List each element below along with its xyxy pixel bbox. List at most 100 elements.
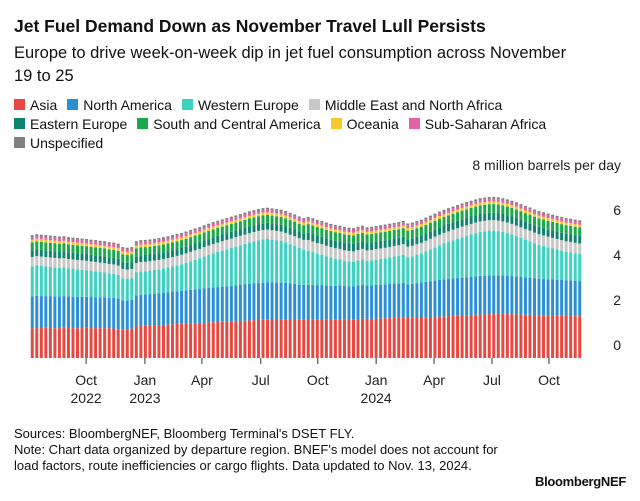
bar-segment — [261, 239, 265, 283]
bar-segment — [370, 226, 374, 229]
bar-segment — [510, 234, 514, 277]
bar-segment — [30, 235, 34, 237]
bar-segment — [134, 326, 138, 358]
bar-segment — [184, 231, 188, 234]
bar-segment — [347, 232, 351, 235]
bar-segment — [560, 279, 564, 316]
bar-segment — [465, 277, 469, 316]
bar-segment — [98, 255, 102, 263]
bar-segment — [247, 233, 251, 243]
bar-segment — [564, 315, 568, 358]
bar-segment — [564, 233, 568, 242]
bar-segment — [370, 250, 374, 261]
bar-segment — [189, 251, 193, 262]
bar-segment — [320, 244, 324, 255]
bar-segment — [542, 278, 546, 316]
bar-segment — [361, 227, 365, 231]
bar-segment — [478, 214, 482, 222]
bar-segment — [478, 205, 482, 214]
bar-segment — [437, 279, 441, 317]
bar-segment — [243, 320, 247, 358]
bar-segment — [578, 227, 582, 237]
bar-segment — [157, 269, 161, 294]
bar-segment — [361, 241, 365, 249]
bar-segment — [324, 319, 328, 358]
bar-segment — [410, 245, 414, 257]
bar-segment — [62, 238, 66, 241]
bar-segment — [487, 198, 491, 202]
bar-segment — [370, 228, 374, 232]
bar-segment — [202, 288, 206, 323]
bar-segment — [442, 316, 446, 358]
bar-segment — [211, 237, 215, 244]
bar-segment — [555, 223, 559, 232]
bar-segment — [315, 235, 319, 244]
bar-segment — [85, 240, 89, 244]
bar-segment — [460, 203, 464, 206]
bar-segment — [329, 285, 333, 320]
bar-segment — [392, 224, 396, 228]
bar-segment — [487, 314, 491, 358]
bar-segment — [175, 235, 179, 239]
bar-segment — [410, 227, 414, 230]
bar-segment — [374, 249, 378, 260]
bar-segment — [293, 214, 297, 217]
bar-segment — [171, 266, 175, 292]
bar-segment — [180, 290, 184, 324]
bar-segment — [189, 237, 193, 246]
bar-segment — [532, 225, 536, 233]
bar-segment — [523, 213, 527, 222]
bar-segment — [560, 221, 564, 225]
bar-segment — [469, 276, 473, 316]
bar-segment — [333, 285, 337, 320]
bar-segment — [225, 321, 229, 358]
bar-segment — [44, 250, 48, 257]
bar-segment — [48, 250, 52, 258]
legend-swatch — [181, 99, 193, 110]
bar-segment — [447, 231, 451, 242]
bar-segment — [356, 228, 360, 232]
bar-segment — [456, 238, 460, 279]
bar-segment — [57, 238, 61, 241]
bar-segment — [39, 239, 43, 242]
bar-segment — [447, 279, 451, 317]
bar-segment — [523, 229, 527, 240]
bar-segment — [175, 238, 179, 242]
bar-segment — [388, 283, 392, 319]
bar-segment — [238, 284, 242, 321]
bar-segment — [465, 225, 469, 236]
bar-segment — [519, 211, 523, 220]
bar-segment — [256, 319, 260, 358]
bar-segment — [379, 259, 383, 285]
bar-segment — [560, 216, 564, 219]
bar-segment — [365, 231, 369, 235]
bar-segment — [523, 210, 527, 214]
bar-segment — [551, 230, 555, 238]
bar-segment — [370, 318, 374, 358]
bar-segment — [460, 277, 464, 316]
bar-segment — [252, 210, 256, 212]
bar-segment — [333, 240, 337, 249]
bar-segment — [89, 246, 93, 255]
bar-segment — [451, 222, 455, 230]
bar-segment — [261, 282, 265, 320]
bar-segment — [519, 277, 523, 315]
bar-segment — [428, 238, 432, 250]
bar-segment — [270, 215, 274, 224]
bar-segment — [528, 277, 532, 315]
bar-segment — [324, 285, 328, 320]
bar-segment — [157, 245, 161, 254]
bar-segment — [356, 226, 360, 229]
bar-segment — [57, 267, 61, 297]
bar-segment — [161, 237, 165, 239]
bar-segment — [48, 237, 52, 241]
legend-swatch — [14, 118, 25, 129]
bar-segment — [98, 247, 102, 256]
bar-segment — [483, 275, 487, 315]
bar-segment — [437, 218, 441, 228]
bar-segment — [537, 226, 541, 235]
bar-segment — [392, 317, 396, 358]
bar-segment — [492, 204, 496, 213]
bar-segment — [85, 270, 89, 297]
bar-segment — [555, 238, 559, 250]
